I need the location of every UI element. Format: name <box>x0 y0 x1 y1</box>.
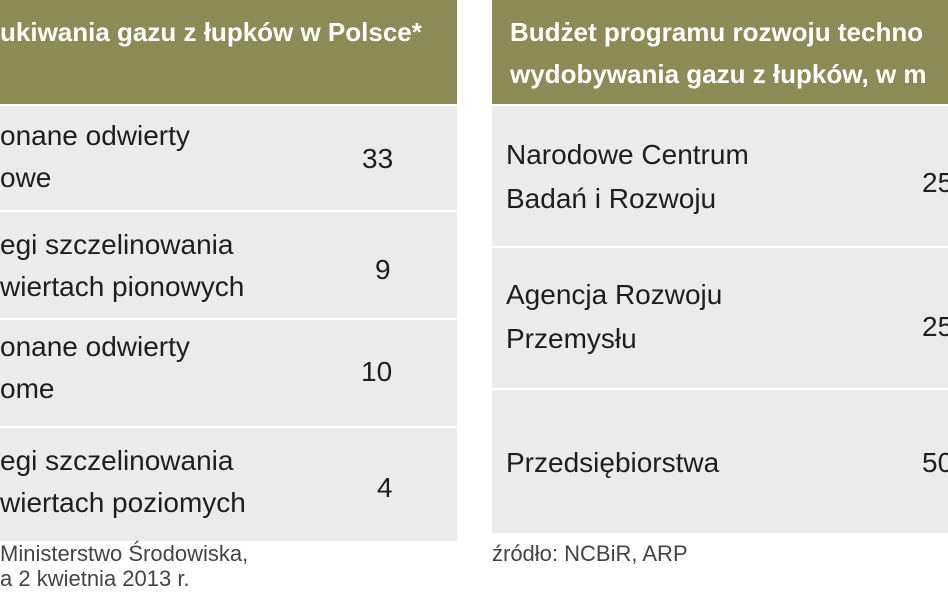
table-row: egi szczelinowania wiertach pionowych 9 <box>0 212 457 318</box>
row-value: 50 <box>922 447 948 478</box>
row-value: 9 <box>375 254 391 285</box>
row-label-line2: owe <box>0 162 52 193</box>
row-label-line2: Przemysłu <box>506 323 637 354</box>
row-label-line1: Agencja Rozwoju <box>506 279 723 310</box>
table-row: Narodowe Centrum Badań i Rozwoju 25 <box>492 106 948 246</box>
row-separator <box>0 210 457 212</box>
row-label-line1: Przedsiębiorstwa <box>506 447 720 478</box>
row-value: 4 <box>377 472 393 503</box>
row-label-line2: Badań i Rozwoju <box>506 183 717 214</box>
row-separator <box>492 388 948 390</box>
table-row: onane odwierty ome 10 <box>0 320 457 426</box>
row-value: 10 <box>361 356 393 387</box>
table-row: onane odwierty owe 33 <box>0 106 457 210</box>
row-label-line1: onane odwierty <box>0 331 190 362</box>
row-label-line1: onane odwierty <box>0 120 190 151</box>
row-value: 25 <box>922 311 948 342</box>
row-label-line2: ome <box>0 373 55 404</box>
left-source-line1: Ministerstwo Środowiska, <box>0 541 249 566</box>
row-separator <box>0 318 457 320</box>
row-label-line2: wiertach pionowych <box>0 271 245 302</box>
row-label-line1: egi szczelinowania <box>0 229 234 260</box>
row-separator <box>0 426 457 428</box>
table-row: Agencja Rozwoju Przemysłu 25 <box>492 248 948 388</box>
table-row: egi szczelinowania wiertach poziomych 4 <box>0 428 457 534</box>
table-row: Przedsiębiorstwa 50 <box>492 390 948 533</box>
right-source: źródło: NCBiR, ARP <box>492 541 688 566</box>
row-label-line1: Narodowe Centrum <box>506 139 749 170</box>
row-separator <box>492 246 948 248</box>
program-budget-table: Budżet programu rozwoju techno wydobywan… <box>492 0 948 533</box>
left-source-line2: a 2 kwietnia 2013 r. <box>0 566 190 591</box>
shale-gas-wells-table: ukiwania gazu z łupków w Polsce* onane o… <box>0 0 457 541</box>
right-table-title-line1: Budżet programu rozwoju techno <box>510 17 924 47</box>
row-value: 25 <box>922 167 948 198</box>
row-label-line2: wiertach poziomych <box>0 487 246 518</box>
left-table-title: ukiwania gazu z łupków w Polsce* <box>0 17 422 47</box>
right-table-title-line2: wydobywania gazu z łupków, w m <box>510 59 927 89</box>
left-table-header: ukiwania gazu z łupków w Polsce* <box>0 0 457 104</box>
row-separator <box>492 104 948 106</box>
row-label-line1: egi szczelinowania <box>0 445 234 476</box>
right-table-header: Budżet programu rozwoju techno wydobywan… <box>492 0 948 104</box>
row-separator <box>0 104 457 106</box>
row-value: 33 <box>362 143 394 174</box>
